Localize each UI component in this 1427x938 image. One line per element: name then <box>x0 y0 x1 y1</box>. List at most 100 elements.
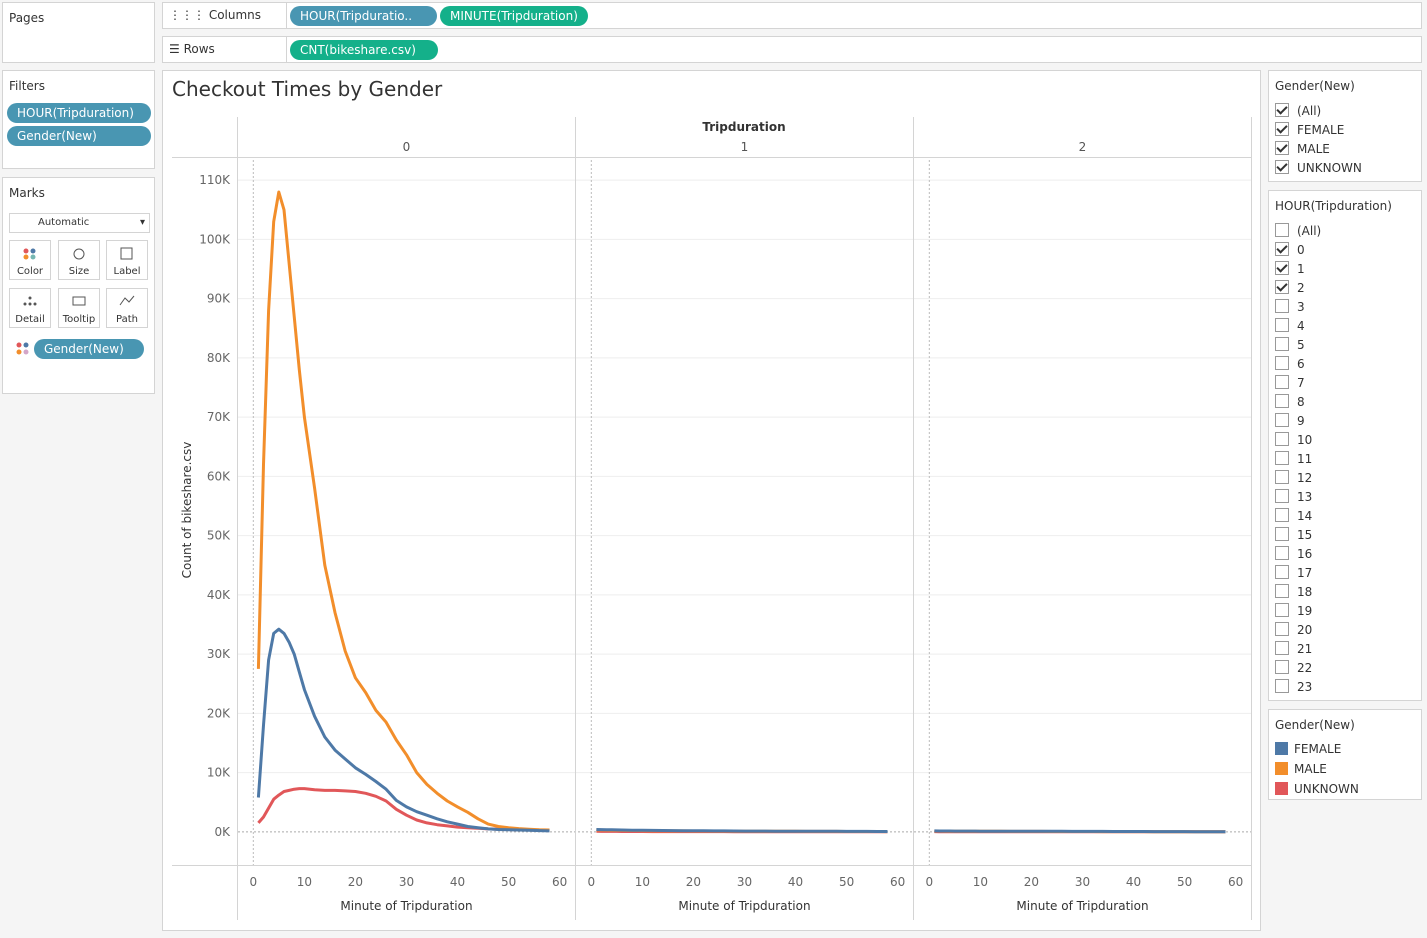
series-line <box>596 828 888 833</box>
x-axis-label: Minute of Tripduration <box>340 899 472 913</box>
filter-item[interactable]: 11 <box>1275 450 1312 469</box>
item-label: (All) <box>1297 104 1322 118</box>
filter-item[interactable]: 4 <box>1275 317 1305 336</box>
marks-button[interactable]: Label <box>106 240 148 280</box>
filter-item[interactable]: 20 <box>1275 621 1312 640</box>
x-axis-label: Minute of Tripduration <box>1016 899 1148 913</box>
y-tick-label: 30K <box>207 647 231 661</box>
filter-item[interactable]: 15 <box>1275 526 1312 545</box>
marks-button[interactable]: Tooltip <box>58 288 100 328</box>
item-label: 9 <box>1297 414 1305 428</box>
mark-type-dropdown[interactable]: Automatic ▾ <box>9 213 150 233</box>
checkbox <box>1275 527 1289 541</box>
column-header: Tripduration <box>702 120 785 134</box>
marks-button[interactable]: Color <box>9 240 51 280</box>
y-tick-label: 50K <box>207 529 231 543</box>
x-tick-label: 50 <box>501 875 516 889</box>
shelf-pill[interactable]: MINUTE(Tripduration) <box>440 6 588 26</box>
y-tick-label: 20K <box>207 706 231 720</box>
checkbox <box>1275 261 1289 275</box>
card-title: Filters <box>9 79 45 93</box>
legend-card: Gender(New) FEMALE MALE UNKNOWN <box>1268 709 1422 800</box>
x-tick-label: 20 <box>1024 875 1039 889</box>
x-tick-label: 10 <box>297 875 312 889</box>
checkbox <box>1275 318 1289 332</box>
filter-item[interactable]: 7 <box>1275 374 1305 393</box>
legend-label: MALE <box>1294 762 1327 776</box>
x-tick-label: 60 <box>552 875 567 889</box>
checkbox <box>1275 223 1289 237</box>
marks-pill[interactable]: Gender(New) <box>34 339 144 359</box>
button-label: Label <box>113 266 141 277</box>
button-label: Size <box>68 266 90 277</box>
x-tick-label: 50 <box>839 875 854 889</box>
checkbox <box>1275 394 1289 408</box>
shelf-pill[interactable]: CNT(bikeshare.csv) <box>290 40 438 60</box>
marks-button[interactable]: Size <box>58 240 100 280</box>
item-label: 14 <box>1297 509 1313 523</box>
filter-pill[interactable]: HOUR(Tripduration) <box>7 103 151 123</box>
filter-item[interactable]: 6 <box>1275 355 1305 374</box>
filter-item[interactable]: 21 <box>1275 640 1312 659</box>
y-axis-label: Count of bikeshare.csv <box>180 442 194 579</box>
checkbox <box>1275 103 1289 117</box>
item-label: (All) <box>1297 224 1322 238</box>
item-label: 13 <box>1297 490 1313 504</box>
button-label: Path <box>116 314 138 325</box>
item-label: 10 <box>1297 433 1313 447</box>
shelf-pill[interactable]: HOUR(Tripduratio.. <box>290 6 437 26</box>
filter-item[interactable]: 12 <box>1275 469 1312 488</box>
marks-button[interactable]: Detail <box>9 288 51 328</box>
x-tick-label: 0 <box>249 875 257 889</box>
filter-item[interactable]: (All) <box>1275 102 1321 121</box>
filter-item[interactable]: 8 <box>1275 393 1305 412</box>
filter-item[interactable]: 23 <box>1275 678 1312 697</box>
filter-item[interactable]: 1 <box>1275 260 1305 279</box>
item-label: 1 <box>1297 262 1305 276</box>
filter-item[interactable]: 13 <box>1275 488 1312 507</box>
filter-item[interactable]: FEMALE <box>1275 121 1344 140</box>
filter-item[interactable]: UNKNOWN <box>1275 159 1362 178</box>
shelf-label: ☰ Rows <box>169 42 215 56</box>
filter-item[interactable]: 5 <box>1275 336 1305 355</box>
x-tick-label: 20 <box>686 875 701 889</box>
filter-item[interactable]: MALE <box>1275 140 1330 159</box>
filter-item[interactable]: 9 <box>1275 412 1305 431</box>
filter-item[interactable]: 3 <box>1275 298 1305 317</box>
marks-button[interactable]: Path <box>106 288 148 328</box>
filter-item[interactable]: 10 <box>1275 431 1312 450</box>
filter-item[interactable]: 0 <box>1275 241 1305 260</box>
filter-item[interactable]: 14 <box>1275 507 1312 526</box>
x-tick-label: 40 <box>1126 875 1141 889</box>
gender-filter-card: Gender(New) (All) FEMALE MALE UNKNOWN <box>1268 70 1422 182</box>
filter-item[interactable]: 17 <box>1275 564 1312 583</box>
item-label: 21 <box>1297 642 1313 656</box>
filter-item[interactable]: 22 <box>1275 659 1312 678</box>
card-title: Pages <box>9 11 45 25</box>
checkbox <box>1275 489 1289 503</box>
filter-item[interactable]: 2 <box>1275 279 1305 298</box>
y-tick-label: 80K <box>207 351 231 365</box>
series-line <box>256 190 550 832</box>
panel-label: 1 <box>741 140 749 154</box>
filter-item[interactable]: (All) <box>1275 222 1321 241</box>
item-label: 3 <box>1297 300 1305 314</box>
checkbox <box>1275 660 1289 674</box>
x-tick-label: 0 <box>587 875 595 889</box>
item-label: 17 <box>1297 566 1313 580</box>
button-label: Tooltip <box>62 314 96 325</box>
checkbox <box>1275 375 1289 389</box>
filter-item[interactable]: 19 <box>1275 602 1312 621</box>
filter-pill[interactable]: Gender(New) <box>7 126 151 146</box>
checkbox <box>1275 470 1289 484</box>
y-tick-label: 10K <box>207 766 231 780</box>
checkbox <box>1275 584 1289 598</box>
filter-item[interactable]: 16 <box>1275 545 1312 564</box>
filter-item[interactable]: 18 <box>1275 583 1312 602</box>
item-label: MALE <box>1297 142 1330 156</box>
x-tick-label: 10 <box>635 875 650 889</box>
checkbox <box>1275 337 1289 351</box>
item-label: 12 <box>1297 471 1313 485</box>
